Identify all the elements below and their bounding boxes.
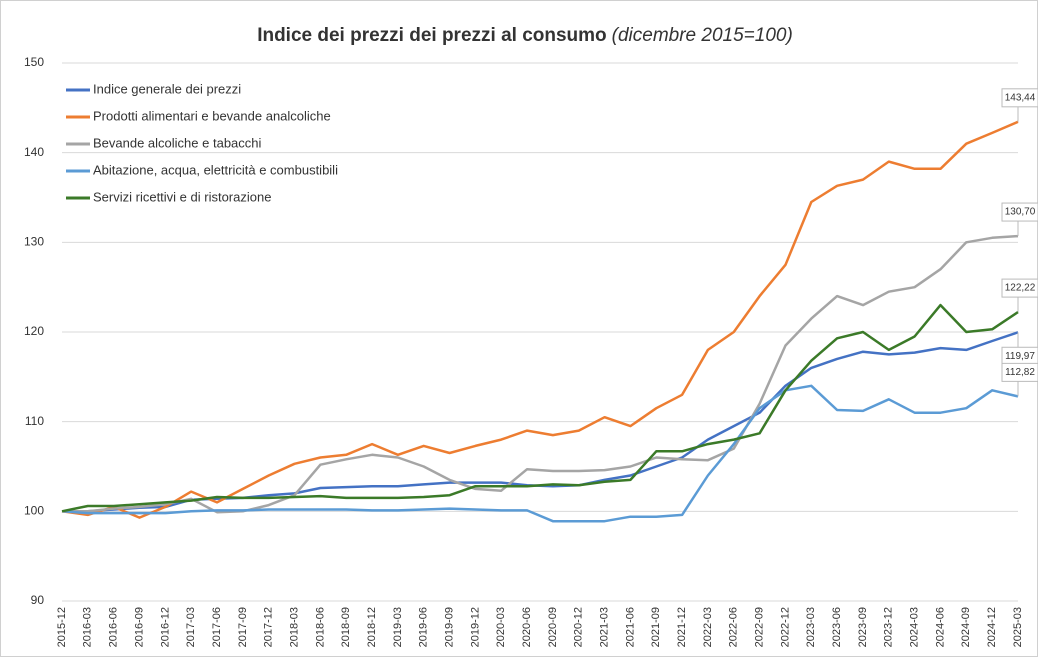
- x-tick-label: 2022-03: [702, 607, 714, 647]
- x-tick-label: 2019-09: [443, 607, 455, 647]
- x-tick-label: 2024-12: [986, 607, 998, 647]
- x-tick-label: 2021-03: [599, 607, 611, 647]
- legend-label: Indice generale dei prezzi: [93, 81, 241, 96]
- label-box: [1001, 362, 1038, 382]
- x-tick-label: 2017-03: [185, 607, 197, 647]
- x-tick-label: 2016-09: [133, 607, 145, 647]
- x-tick-label: 2017-09: [237, 607, 249, 647]
- x-tick-label: 2016-12: [159, 607, 171, 647]
- x-tick-label: 2023-09: [857, 607, 869, 647]
- data-label-text: 112,82: [1005, 367, 1035, 378]
- x-tick-label: 2023-12: [883, 607, 895, 647]
- y-tick-label: 130: [24, 235, 44, 249]
- y-tick-label: 140: [24, 145, 44, 159]
- x-tick-label: 2017-12: [263, 607, 275, 647]
- data-label: 143,44: [1001, 88, 1038, 122]
- x-tick-label: 2018-09: [340, 607, 352, 647]
- x-tick-label: 2023-06: [831, 607, 843, 647]
- x-tick-label: 2023-03: [805, 607, 817, 647]
- x-tick-label: 2019-06: [418, 607, 430, 647]
- legend-label: Bevande alcoliche e tabacchi: [93, 135, 262, 150]
- x-tick-label: 2021-09: [650, 607, 662, 647]
- data-label-text: 122,22: [1005, 283, 1036, 294]
- label-box: [1001, 88, 1038, 108]
- x-tick-label: 2017-06: [211, 607, 223, 647]
- x-tick-label: 2016-06: [108, 607, 120, 647]
- y-tick-label: 150: [24, 55, 44, 69]
- y-tick-label: 110: [25, 414, 44, 428]
- title-main: Indice dei prezzi dei prezzi al consumo: [257, 25, 606, 46]
- x-tick-label: 2019-12: [469, 607, 481, 647]
- series-line: [61, 120, 1019, 519]
- data-label: 112,82: [1001, 362, 1038, 397]
- x-tick-label: 2024-09: [960, 607, 972, 647]
- x-tick-label: 2022-09: [754, 607, 766, 647]
- x-tick-label: 2025-03: [1012, 607, 1024, 647]
- x-tick-label: 2021-12: [676, 607, 688, 647]
- x-tick-label: 2022-12: [779, 607, 791, 647]
- data-label: 122,22: [1001, 278, 1038, 313]
- legend-label: Servizi ricettivi e di ristorazione: [93, 189, 271, 204]
- x-tick-label: 2020-12: [573, 607, 585, 647]
- y-tick-label: 100: [24, 504, 44, 518]
- x-tick-label: 2021-06: [624, 607, 636, 647]
- label-box: [1001, 202, 1038, 222]
- x-tick-label: 2018-03: [288, 607, 300, 647]
- series-line: [61, 384, 1019, 523]
- data-label-text: 119,97: [1005, 351, 1035, 362]
- x-tick-label: 2016-03: [82, 607, 94, 647]
- legend-label: Prodotti alimentari e bevande analcolich…: [93, 108, 331, 123]
- x-tick-label: 2022-06: [728, 607, 740, 647]
- data-label-text: 143,44: [1005, 92, 1036, 103]
- x-tick-label: 2020-09: [547, 607, 559, 647]
- y-tick-label: 120: [24, 324, 44, 338]
- x-tick-label: 2024-06: [934, 607, 946, 647]
- data-label: 130,70: [1001, 202, 1038, 237]
- x-tick-label: 2015-12: [56, 607, 68, 647]
- x-tick-label: 2019-03: [392, 607, 404, 647]
- y-tick-label: 90: [31, 593, 45, 607]
- series-line: [61, 303, 1019, 513]
- x-tick-label: 2018-06: [314, 607, 326, 647]
- x-tick-label: 2024-03: [909, 607, 921, 647]
- series-line: [62, 234, 1019, 514]
- x-tick-label: 2020-03: [495, 607, 507, 647]
- legend-label: Abitazione, acqua, elettricità e combust…: [93, 162, 338, 177]
- label-box: [1001, 278, 1038, 298]
- title-note: (dicembre 2015=100): [612, 25, 793, 46]
- chart-title: Indice dei prezzi dei prezzi al consumo (…: [257, 25, 793, 46]
- data-label-text: 130,70: [1005, 207, 1036, 218]
- x-tick-label: 2020-06: [521, 607, 533, 647]
- x-tick-label: 2018-12: [366, 607, 378, 647]
